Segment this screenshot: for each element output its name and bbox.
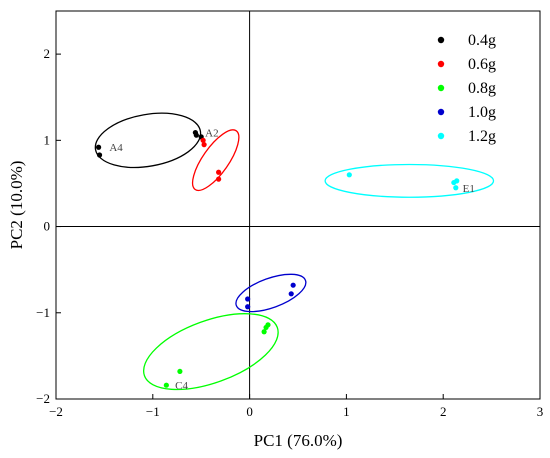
y-axis-title: PC2 (10.0%): [7, 161, 26, 250]
point-1.0g: [290, 282, 296, 288]
legend-marker: [437, 84, 445, 92]
point-annotation: C4: [175, 380, 188, 392]
confidence-ellipses: [94, 112, 495, 391]
ellipse-0.8g: [142, 313, 279, 391]
x-tick-label: 0: [246, 404, 253, 419]
point-annotation: E1: [463, 183, 475, 195]
point-0.4g: [96, 152, 103, 158]
plot-frame: [55, 10, 541, 400]
point-1.0g: [288, 291, 294, 297]
point-0.6g: [201, 142, 207, 148]
x-tick-label: 3: [537, 404, 544, 419]
ellipse-0.4g: [94, 112, 202, 169]
legend-label: 0.6g: [468, 56, 496, 73]
point-0.6g: [216, 176, 222, 182]
point-0.8g: [261, 329, 267, 335]
point-annotation: A4: [109, 142, 123, 154]
x-tick-label: −1: [146, 404, 160, 419]
point-1.0g: [245, 296, 251, 302]
point-1.2g: [346, 172, 352, 178]
legend-marker: [437, 60, 445, 68]
point-0.8g: [177, 368, 183, 375]
y-tick-label: −1: [36, 305, 50, 320]
ellipse-1.2g: [324, 163, 495, 198]
x-axis-ticks: −2 −1 0 1 2 3: [49, 394, 543, 419]
point-0.6g: [216, 169, 222, 175]
y-tick-label: 0: [44, 219, 51, 234]
x-tick-label: −2: [49, 404, 63, 419]
legend-label: 1.0g: [468, 104, 496, 121]
legend-label: 0.4g: [468, 32, 496, 49]
x-tick-label: 1: [343, 404, 350, 419]
y-tick-label: −2: [36, 391, 50, 406]
point-1.0g: [245, 304, 251, 310]
point-0.6g: [200, 137, 206, 143]
legend: 0.4g 0.6g 0.8g 1.0g 1.2g: [437, 32, 496, 145]
point-1.2g: [453, 185, 459, 191]
y-tick-label: 2: [44, 46, 51, 61]
point-0.8g: [163, 382, 169, 388]
legend-label: 0.8g: [468, 80, 496, 97]
legend-marker: [437, 108, 445, 116]
data-points: [95, 129, 460, 388]
point-annotation: A2: [205, 128, 218, 140]
x-tick-label: 2: [440, 404, 447, 419]
y-tick-label: 1: [44, 132, 51, 147]
legend-label: 1.2g: [468, 128, 496, 145]
point-0.4g: [95, 144, 102, 150]
point-0.4g: [193, 132, 199, 138]
ellipse-0.6g: [191, 129, 240, 192]
y-axis-ticks: −2 −1 0 1 2: [36, 46, 61, 406]
point-0.8g: [265, 322, 271, 328]
legend-marker: [437, 132, 445, 140]
zero-lines: [56, 11, 540, 399]
ellipse-1.0g: [235, 273, 307, 313]
x-axis-title: PC1 (76.0%): [254, 431, 343, 450]
legend-marker: [437, 36, 445, 44]
point-1.2g: [454, 178, 460, 184]
point-annotations: A4 A2 C4 E1: [109, 128, 475, 393]
